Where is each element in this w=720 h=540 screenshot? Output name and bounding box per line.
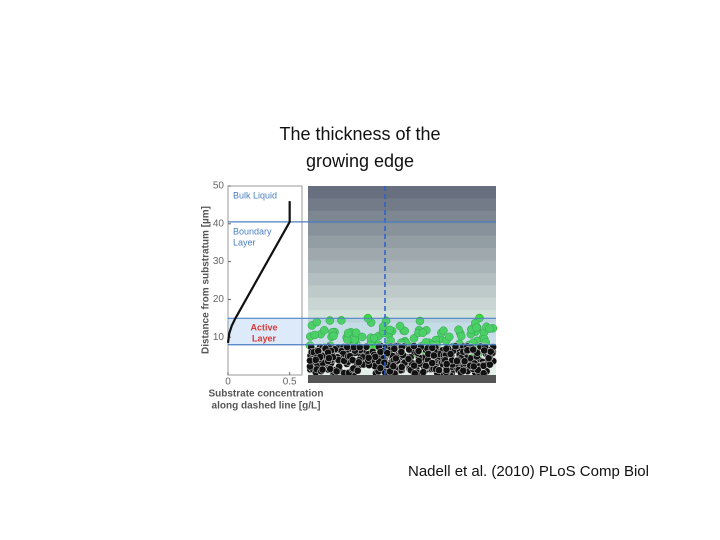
- concentration-band: [308, 198, 496, 212]
- x-axis-label: along dashed line [g/L]: [212, 401, 321, 412]
- active-cell: [415, 316, 425, 326]
- y-axis-label: Distance from substratum [µm]: [201, 206, 212, 354]
- citation: Nadell et al. (2010) PLoS Comp Biol: [408, 463, 649, 480]
- y-tick-label: 20: [213, 294, 225, 305]
- x-tick-label: 0: [225, 377, 231, 388]
- substratum: [308, 375, 496, 383]
- inactive-cell: [355, 343, 364, 352]
- concentration-band: [308, 210, 496, 225]
- inactive-cell: [326, 365, 335, 373]
- inactive-cell: [414, 357, 423, 365]
- inactive-cell: [397, 363, 406, 371]
- region-label: Bulk Liquid: [233, 190, 277, 200]
- inactive-cell: [410, 361, 418, 370]
- active-cell: [329, 331, 338, 341]
- concentration-band: [308, 223, 496, 237]
- inactive-cell: [376, 348, 385, 356]
- inactive-cell: [353, 366, 362, 375]
- concentration-band: [308, 260, 496, 274]
- region-label: Layer: [233, 237, 256, 247]
- active-cell: [395, 321, 405, 331]
- active-cell: [418, 328, 428, 337]
- concentration-band: [308, 186, 496, 200]
- inactive-cell: [389, 362, 398, 371]
- inactive-cell: [480, 346, 489, 355]
- inactive-cell: [364, 353, 373, 362]
- active-cell: [310, 330, 320, 340]
- x-axis-label: Substrate concentration: [208, 389, 323, 400]
- inactive-cell: [446, 350, 455, 358]
- inactive-cell: [460, 357, 469, 366]
- inactive-cell: [428, 359, 437, 367]
- y-tick-label: 40: [213, 218, 225, 229]
- concentration-band: [308, 272, 496, 287]
- concentration-line: [226, 201, 291, 344]
- title-line: The thickness of the: [279, 124, 440, 144]
- inactive-cell: [485, 360, 494, 369]
- simulation-image: [305, 186, 498, 383]
- inactive-cell: [419, 368, 428, 376]
- inactive-cell: [325, 354, 333, 363]
- inactive-cell: [453, 357, 461, 365]
- x-tick-label: 0.5: [283, 377, 297, 388]
- title-line: growing edge: [306, 151, 414, 171]
- inactive-cell: [459, 366, 468, 375]
- region-label: Active: [250, 323, 277, 333]
- inactive-cell: [469, 345, 478, 354]
- region-label: Boundary: [233, 226, 272, 236]
- inactive-cell: [311, 355, 320, 364]
- inactive-cell: [469, 362, 478, 371]
- inactive-cell: [484, 354, 493, 362]
- active-cell: [439, 326, 448, 335]
- inactive-cell: [390, 344, 399, 353]
- inactive-cell: [429, 351, 438, 360]
- concentration-band: [308, 235, 496, 250]
- region-fill: [228, 318, 496, 345]
- inactive-cell: [376, 364, 385, 372]
- inactive-cell: [479, 361, 488, 370]
- inactive-cell: [332, 367, 341, 376]
- inactive-cell: [397, 348, 406, 356]
- active-cell: [357, 332, 367, 342]
- plot-area: [227, 185, 303, 376]
- inactive-cell: [404, 355, 413, 363]
- inactive-cell: [442, 360, 451, 368]
- active-cell: [485, 324, 494, 333]
- concentration-band: [308, 248, 496, 262]
- inactive-cell: [414, 347, 423, 355]
- y-tick-label: 50: [213, 181, 225, 192]
- inactive-cell: [354, 358, 363, 367]
- inactive-cell: [318, 365, 327, 374]
- region-label: Layer: [252, 334, 277, 344]
- y-tick-label: 30: [213, 256, 225, 267]
- inactive-cell: [391, 354, 400, 363]
- active-cell: [351, 328, 361, 337]
- y-tick-label: 10: [213, 332, 225, 343]
- active-cell: [320, 325, 329, 335]
- active-cell: [472, 323, 481, 332]
- inactive-cell: [435, 366, 443, 375]
- active-cell: [369, 333, 379, 343]
- concentration-band: [308, 297, 496, 312]
- concentration-band: [308, 285, 496, 299]
- concentration-band: [308, 310, 496, 324]
- inactive-cell: [486, 347, 495, 356]
- active-cell: [445, 332, 454, 342]
